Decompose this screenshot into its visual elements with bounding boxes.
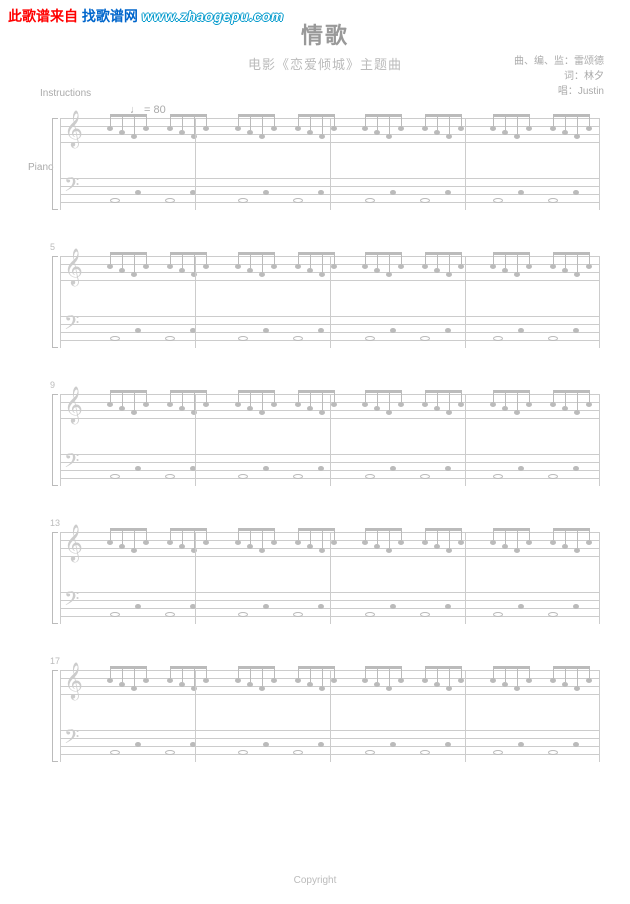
barline bbox=[60, 532, 61, 624]
staff-system: 5𝄞𝄢 bbox=[60, 256, 600, 348]
barline bbox=[465, 670, 466, 762]
bass-notes bbox=[90, 178, 599, 210]
bass-notes bbox=[90, 730, 599, 762]
treble-clef-icon: 𝄞 bbox=[64, 388, 83, 420]
barline bbox=[599, 670, 600, 762]
barline bbox=[330, 532, 331, 624]
barline bbox=[60, 118, 61, 210]
watermark-site: 找歌谱网 bbox=[82, 8, 138, 24]
credit-composer: 曲、编、监：雷颂德 bbox=[514, 54, 604, 69]
bass-clef-icon: 𝄢 bbox=[64, 728, 79, 752]
staff-brace bbox=[52, 394, 58, 486]
piano-label: Piano bbox=[28, 162, 54, 173]
credit-singer: 唱：Justin bbox=[514, 84, 604, 99]
barline bbox=[465, 256, 466, 348]
watermark: 此歌谱来自 找歌谱网 www.zhaogepu.com bbox=[8, 6, 284, 26]
barline bbox=[60, 670, 61, 762]
treble-clef-icon: 𝄞 bbox=[64, 526, 83, 558]
measure-number: 5 bbox=[50, 242, 55, 252]
barline bbox=[465, 118, 466, 210]
staff-system: 𝄞𝄢 bbox=[60, 118, 600, 210]
bass-clef-icon: 𝄢 bbox=[64, 176, 79, 200]
barline bbox=[60, 256, 61, 348]
music-systems: 𝄞𝄢5𝄞𝄢9𝄞𝄢13𝄞𝄢17𝄞𝄢 bbox=[60, 118, 600, 808]
measure-number: 13 bbox=[50, 518, 60, 528]
measure-number: 9 bbox=[50, 380, 55, 390]
bass-clef-icon: 𝄢 bbox=[64, 452, 79, 476]
staff-brace bbox=[52, 670, 58, 762]
barline bbox=[195, 670, 196, 762]
bass-clef-icon: 𝄢 bbox=[64, 590, 79, 614]
barline bbox=[195, 394, 196, 486]
barline bbox=[465, 394, 466, 486]
barline bbox=[599, 256, 600, 348]
treble-notes bbox=[90, 118, 599, 150]
staff-brace bbox=[52, 118, 58, 210]
staff-system: 13𝄞𝄢 bbox=[60, 532, 600, 624]
staff-system: 9𝄞𝄢 bbox=[60, 394, 600, 486]
bass-notes bbox=[90, 454, 599, 486]
measure-number: 17 bbox=[50, 656, 60, 666]
treble-notes bbox=[90, 256, 599, 288]
barline bbox=[465, 532, 466, 624]
bass-clef-icon: 𝄢 bbox=[64, 314, 79, 338]
treble-clef-icon: 𝄞 bbox=[64, 250, 83, 282]
watermark-prefix: 此歌谱来自 bbox=[8, 8, 78, 24]
staff-system: 17𝄞𝄢 bbox=[60, 670, 600, 762]
sheet-music-page: 情歌 电影《恋爱倾城》主题曲 曲、编、监：雷颂德 词：林夕 唱：Justin I… bbox=[0, 0, 630, 904]
instructions-label: Instructions bbox=[40, 88, 91, 99]
treble-notes bbox=[90, 532, 599, 564]
barline bbox=[60, 394, 61, 486]
bass-notes bbox=[90, 316, 599, 348]
staff-brace bbox=[52, 532, 58, 624]
credits: 曲、编、监：雷颂德 词：林夕 唱：Justin bbox=[514, 54, 604, 99]
credit-lyricist: 词：林夕 bbox=[514, 69, 604, 84]
treble-clef-icon: 𝄞 bbox=[64, 664, 83, 696]
barline bbox=[599, 532, 600, 624]
treble-clef-icon: 𝄞 bbox=[64, 112, 83, 144]
barline bbox=[330, 118, 331, 210]
barline bbox=[330, 670, 331, 762]
barline bbox=[599, 118, 600, 210]
copyright: Copyright bbox=[0, 875, 630, 886]
barline bbox=[195, 256, 196, 348]
barline bbox=[330, 394, 331, 486]
staff-brace bbox=[52, 256, 58, 348]
watermark-url: www.zhaogepu.com bbox=[142, 8, 284, 24]
barline bbox=[599, 394, 600, 486]
treble-notes bbox=[90, 670, 599, 702]
barline bbox=[195, 532, 196, 624]
barline bbox=[330, 256, 331, 348]
barline bbox=[195, 118, 196, 210]
treble-notes bbox=[90, 394, 599, 426]
bass-notes bbox=[90, 592, 599, 624]
